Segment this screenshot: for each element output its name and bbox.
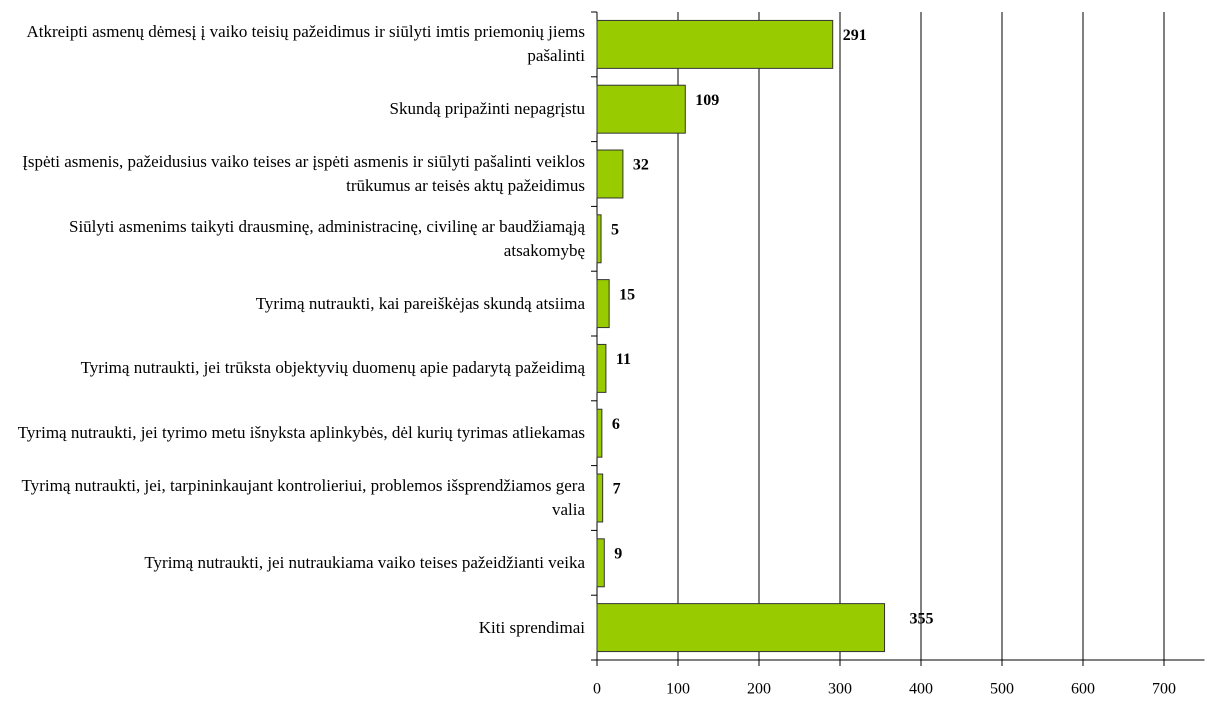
data-label: 11 xyxy=(616,351,631,368)
bar xyxy=(596,538,605,588)
data-label: 355 xyxy=(910,610,934,627)
category-label: Atkreipti asmenų dėmesį į vaiko teisių p… xyxy=(26,22,585,66)
x-tick-label: 700 xyxy=(1152,681,1176,698)
data-label: 291 xyxy=(843,27,867,44)
bar xyxy=(596,408,603,458)
category-label: Skundą pripažinti nepagrįstu xyxy=(389,99,585,119)
bar xyxy=(596,279,610,329)
bar xyxy=(596,343,607,393)
data-label: 5 xyxy=(611,221,619,238)
category-label: Tyrimą nutraukti, jei nutraukiama vaiko … xyxy=(144,552,585,572)
category-label: Siūlyti asmenims taikyti drausminę, admi… xyxy=(68,216,585,260)
bar xyxy=(596,149,624,199)
x-tick-label: 300 xyxy=(828,681,852,698)
data-label: 9 xyxy=(614,545,622,562)
data-label: 109 xyxy=(695,92,719,109)
x-tick-label: 600 xyxy=(1071,681,1095,698)
x-tick-label: 400 xyxy=(909,681,933,698)
category-label: Įspėti asmenis, pažeidusius vaiko teises… xyxy=(22,151,585,195)
data-label: 6 xyxy=(612,416,620,433)
category-label: Tyrimą nutraukti, jei tyrimo metu išnyks… xyxy=(17,423,585,443)
category-label: Kiti sprendimai xyxy=(478,617,585,637)
x-tick-label: 200 xyxy=(747,681,771,698)
bar xyxy=(596,603,886,653)
data-label: 15 xyxy=(619,286,635,303)
x-tick-label: 0 xyxy=(593,681,601,698)
bar xyxy=(596,19,834,69)
category-label: Tyrimą nutraukti, jei, tarpininkaujant k… xyxy=(21,475,585,519)
data-label: 7 xyxy=(613,481,621,498)
bar xyxy=(596,473,604,523)
bar xyxy=(596,84,686,134)
category-label: Tyrimą nutraukti, kai pareiškėjas skundą… xyxy=(255,293,585,313)
category-label: Tyrimą nutraukti, jei trūksta objektyvių… xyxy=(80,358,585,378)
x-tick-label: 500 xyxy=(990,681,1014,698)
data-label: 32 xyxy=(633,157,649,174)
bar xyxy=(596,214,602,264)
x-tick-label: 100 xyxy=(666,681,690,698)
